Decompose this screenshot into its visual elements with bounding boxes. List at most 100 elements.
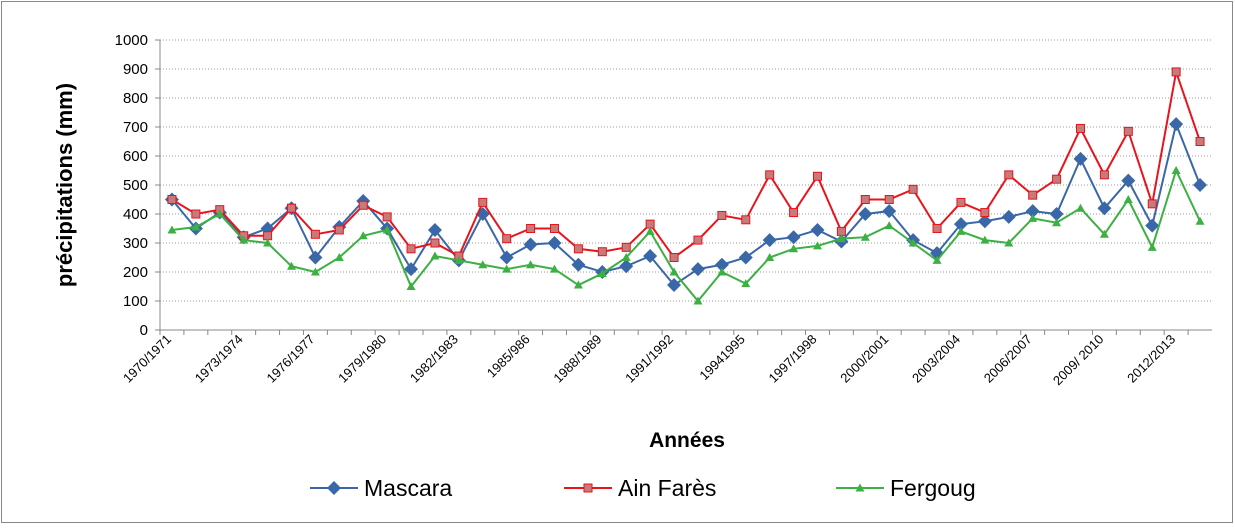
y-tick-label: 500: [123, 177, 148, 194]
legend-label: Ain Farès: [618, 475, 716, 501]
point: [550, 264, 559, 273]
point: [765, 253, 775, 261]
point: [430, 238, 440, 248]
point: [1195, 137, 1205, 146]
point: [1076, 203, 1085, 212]
point: [789, 208, 799, 218]
point: [810, 222, 825, 237]
point: [693, 296, 703, 305]
point: [1193, 178, 1208, 192]
point: [1025, 204, 1040, 219]
point: [1052, 218, 1062, 227]
point: [762, 233, 777, 248]
y-axis-title: précipitations (mm): [52, 83, 77, 287]
point: [358, 231, 368, 240]
point: [358, 200, 368, 210]
point: [932, 224, 942, 233]
point: [191, 222, 201, 231]
point: [1028, 213, 1038, 222]
point: [980, 208, 990, 218]
point: [621, 242, 631, 252]
point: [1147, 199, 1157, 209]
point: [1169, 117, 1184, 132]
point: [1099, 229, 1109, 238]
point: [502, 234, 512, 244]
point: [1123, 126, 1133, 136]
point: [263, 238, 273, 247]
point: [932, 255, 942, 264]
point: [382, 225, 392, 234]
legend-marker: [583, 483, 593, 493]
point: [404, 262, 419, 277]
point: [1123, 195, 1133, 203]
point: [813, 171, 822, 181]
point: [406, 244, 416, 254]
y-tick-label: 600: [123, 148, 148, 165]
point: [956, 197, 966, 207]
point: [717, 210, 727, 220]
point: [956, 226, 966, 235]
point: [1171, 166, 1181, 174]
point: [977, 214, 992, 229]
point: [693, 235, 703, 245]
legend-marker: [855, 483, 865, 492]
y-tick-label: 1000: [115, 32, 148, 49]
point: [406, 282, 416, 290]
point: [573, 280, 583, 289]
point: [1097, 201, 1112, 216]
point: [813, 241, 822, 250]
legend-label: Mascara: [364, 475, 452, 501]
point: [523, 237, 538, 252]
point: [215, 209, 225, 218]
point: [1073, 151, 1088, 166]
point: [1145, 218, 1160, 233]
y-tick-label: 800: [123, 90, 148, 107]
point: [858, 207, 873, 221]
point: [310, 229, 320, 239]
point: [547, 236, 562, 250]
point: [308, 250, 323, 265]
point: [1171, 67, 1181, 77]
point: [884, 221, 894, 230]
point: [690, 262, 705, 277]
point: [454, 255, 464, 264]
point: [1004, 238, 1014, 247]
point: [1099, 170, 1109, 180]
point: [191, 209, 201, 219]
point: [478, 197, 488, 207]
x-axis-title: Années: [649, 429, 725, 452]
point: [884, 195, 894, 204]
point: [1049, 207, 1064, 221]
point: [1001, 209, 1016, 224]
point: [430, 251, 440, 260]
point: [908, 238, 918, 247]
point: [714, 257, 729, 272]
y-tick-label: 900: [123, 61, 148, 78]
point: [789, 244, 799, 253]
point: [882, 204, 897, 219]
point: [908, 184, 918, 194]
point: [597, 268, 607, 277]
point: [741, 215, 751, 225]
point: [334, 253, 344, 261]
y-tick-label: 200: [123, 264, 148, 281]
point: [1195, 216, 1205, 225]
point: [860, 195, 870, 204]
point: [573, 244, 583, 254]
legend-marker: [327, 481, 341, 495]
point: [427, 222, 442, 237]
point: [1028, 190, 1038, 200]
point: [980, 235, 990, 244]
point: [669, 253, 679, 262]
point: [836, 234, 846, 243]
point: [669, 267, 679, 276]
point: [167, 195, 177, 204]
point: [478, 260, 488, 269]
legend-label: Fergoug: [890, 475, 976, 501]
point: [621, 253, 631, 261]
point: [287, 261, 296, 270]
y-tick-label: 0: [140, 322, 148, 339]
point: [526, 224, 536, 233]
point: [499, 250, 514, 265]
